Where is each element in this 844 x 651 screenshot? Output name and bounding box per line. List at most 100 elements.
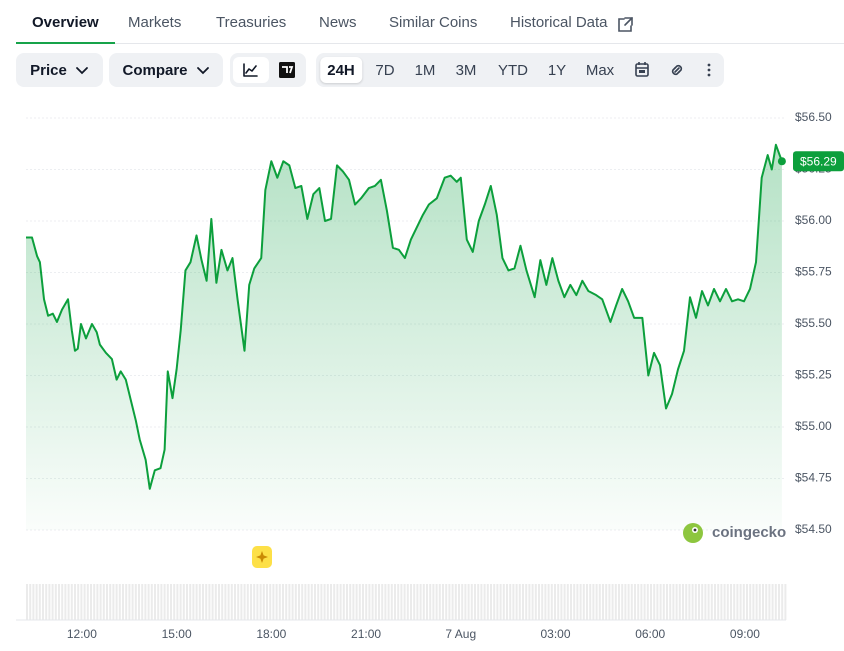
volume-bar — [691, 584, 694, 620]
volume-bar — [371, 584, 374, 620]
volume-bar — [176, 584, 179, 620]
volume-bar — [480, 584, 483, 620]
volume-bar — [723, 584, 726, 620]
volume-bar — [483, 584, 486, 620]
volume-bar — [131, 584, 134, 620]
volume-bar — [682, 584, 684, 620]
volume-bar — [717, 584, 720, 620]
range-button[interactable]: YTD — [498, 61, 528, 79]
volume-bar — [698, 584, 700, 620]
volume-bar — [90, 584, 92, 620]
volume-bar — [438, 584, 441, 620]
volume-bar — [237, 584, 240, 620]
volume-bar — [294, 584, 297, 620]
volume-bar — [134, 584, 137, 620]
volume-bar — [173, 584, 176, 620]
tab[interactable]: Markets — [128, 14, 182, 31]
chevron-icon — [196, 67, 209, 75]
volume-bar — [694, 584, 697, 620]
tab[interactable]: Treasuries — [216, 14, 287, 31]
volume-bar — [413, 584, 416, 620]
tab-divider — [16, 43, 844, 44]
x-tick-label: 21:00 — [351, 627, 381, 641]
volume-bar — [762, 584, 764, 620]
volume-bar — [554, 584, 556, 620]
select-label: Compare — [122, 61, 188, 79]
volume-bar — [602, 584, 604, 620]
volume-bar — [208, 584, 211, 620]
tradingview-toggle[interactable] — [279, 62, 295, 78]
range-button[interactable]: 7D — [375, 61, 395, 79]
volume-bar — [285, 584, 288, 620]
volume-bar — [573, 584, 576, 620]
volume-bar — [205, 584, 208, 620]
volume-bar — [442, 584, 444, 620]
x-tick-label: 09:00 — [730, 627, 760, 641]
volume-bar — [266, 584, 268, 620]
tab[interactable]: Similar Coins — [389, 14, 478, 31]
select-button[interactable]: Price — [16, 53, 103, 87]
more-icon[interactable] — [707, 63, 711, 77]
volume-bar — [182, 584, 185, 620]
volume-bar — [493, 584, 496, 620]
volume-bar — [477, 584, 480, 620]
volume-bar — [637, 584, 640, 620]
y-tick-label: $55.00 — [795, 419, 832, 433]
volume-bar — [624, 584, 627, 620]
volume-bar — [48, 584, 51, 620]
volume-bar — [614, 584, 617, 620]
link-icon[interactable] — [671, 64, 683, 76]
volume-bar — [64, 584, 67, 620]
volume-bar — [352, 584, 355, 620]
volume-bar — [611, 584, 614, 620]
volume-bar — [211, 584, 214, 620]
volume-bar — [576, 584, 579, 620]
volume-bar — [54, 584, 57, 620]
range-button[interactable]: 24H — [320, 57, 362, 83]
volume-bar — [106, 584, 108, 620]
volume-bar — [86, 584, 89, 620]
volume-bar — [701, 584, 704, 620]
price-line — [26, 143, 783, 490]
volume-bar — [464, 584, 467, 620]
volume-bar — [710, 584, 713, 620]
volume-bar — [400, 584, 403, 620]
y-tick-label: $55.50 — [795, 316, 832, 330]
tab[interactable]: News — [319, 14, 357, 31]
volume-bar — [397, 584, 400, 620]
volume-bar — [752, 584, 755, 620]
volume-bar — [720, 584, 723, 620]
select-label: Price — [30, 61, 67, 79]
chevron-icon — [75, 67, 88, 75]
volume-bar — [170, 584, 172, 620]
calendar-icon[interactable] — [635, 62, 649, 77]
x-tick-label: 06:00 — [635, 627, 665, 641]
tab[interactable]: Historical Data — [510, 14, 608, 31]
range-button[interactable]: 1Y — [547, 61, 567, 79]
volume-bar — [381, 584, 384, 620]
volume-bar — [246, 584, 249, 620]
volume-bar — [307, 584, 310, 620]
volume-bar — [618, 584, 620, 620]
volume-bar — [166, 584, 169, 620]
volume-bar — [653, 584, 656, 620]
y-tick-label: $55.75 — [795, 265, 832, 279]
event-badge[interactable] — [252, 546, 272, 568]
volume-bar — [570, 584, 572, 620]
volume-bar — [262, 584, 265, 620]
volume-bar — [662, 584, 665, 620]
volume-bar — [541, 584, 544, 620]
volume-bar — [288, 584, 291, 620]
select-button[interactable]: Compare — [109, 53, 223, 87]
volume-bar — [250, 584, 252, 620]
volume-bar — [282, 584, 284, 620]
volume-bar — [275, 584, 278, 620]
x-tick-label: 18:00 — [256, 627, 286, 641]
range-button[interactable]: Max — [585, 61, 615, 79]
range-button[interactable]: 1M — [414, 61, 436, 79]
volume-bar — [326, 584, 329, 620]
tab[interactable]: Overview — [32, 14, 99, 31]
range-button[interactable]: 3M — [455, 61, 477, 79]
volume-bar — [474, 584, 476, 620]
volume-bar — [154, 584, 156, 620]
